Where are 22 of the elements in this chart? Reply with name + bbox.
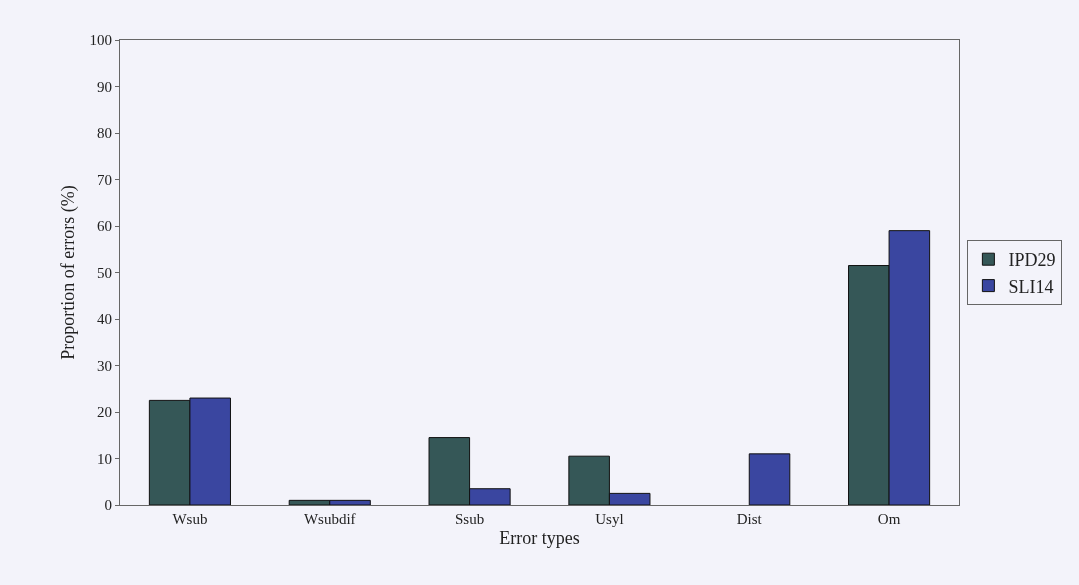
y-tick-label: 100 <box>89 32 112 49</box>
legend-label: IPD29 <box>1008 250 1056 271</box>
y-tick-label: 20 <box>97 404 112 421</box>
legend-label: SLI14 <box>1008 276 1054 297</box>
y-tick-label: 80 <box>97 125 112 142</box>
x-tick-label: Usyl <box>595 511 624 527</box>
bar <box>748 453 791 505</box>
x-tick-label: Ssub <box>454 511 485 527</box>
y-tick-label: 40 <box>97 311 112 328</box>
x-tick-label: Dist <box>736 511 763 527</box>
y-tick-label: 0 <box>104 497 112 514</box>
x-axis-title: Error types <box>499 528 580 549</box>
y-tick-label: 60 <box>97 218 112 235</box>
y-tick-label: 50 <box>97 264 112 281</box>
x-tick-label: Om <box>877 511 901 527</box>
y-tick-label: 70 <box>97 171 112 188</box>
y-axis-title: Proportion of errors (%) <box>58 185 79 360</box>
x-tick-label: Wsub <box>172 511 208 527</box>
x-tick-label: Wsubdif <box>303 511 356 527</box>
y-tick-label: 10 <box>97 450 112 467</box>
y-tick-label: 90 <box>97 78 112 95</box>
y-tick-label: 30 <box>97 357 112 374</box>
